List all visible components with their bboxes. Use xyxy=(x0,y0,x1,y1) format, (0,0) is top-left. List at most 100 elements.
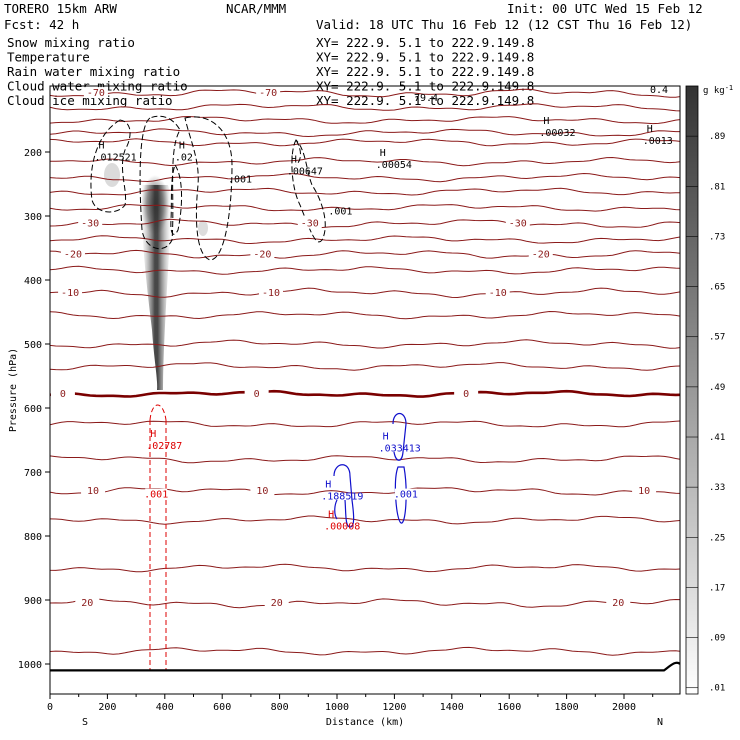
x-tick-label: 1800 xyxy=(555,702,579,713)
snow-column xyxy=(141,185,171,390)
cloud-water-contour xyxy=(394,466,407,524)
plot-frame xyxy=(49,85,681,695)
isotherm-line xyxy=(50,138,680,147)
snow-patch-right xyxy=(198,220,208,236)
snow-ice-contour xyxy=(291,139,326,243)
isotherm-label-bg xyxy=(485,286,510,298)
colorbar-tick-label: .89 xyxy=(709,132,725,142)
y-tick-label: 800 xyxy=(24,532,42,543)
x-tick-label: 2000 xyxy=(612,702,636,713)
contour-labels: -70 -70 -30 -30 -30 -20 -20 -20 -10 -10 -10 0 0 0 10 10… xyxy=(50,85,673,609)
colorbar-tick-label: .49 xyxy=(709,383,725,393)
snow-patch-left xyxy=(104,163,120,187)
field-legend-xy: XY= 222.9. 5.1 to 222.9.149.8 xyxy=(316,35,534,50)
field-legend-xy: XY= 222.9. 5.1 to 222.9.149.8 xyxy=(316,50,534,65)
high-value: .0013 xyxy=(643,136,673,147)
high-value: .00647 xyxy=(287,166,323,177)
isotherm-line xyxy=(50,204,680,212)
isotherm-line xyxy=(50,115,680,125)
terrain xyxy=(50,661,680,694)
colorbar-unit: g kg-1 xyxy=(703,84,733,96)
isotherm-line xyxy=(50,103,680,112)
field-legend-xy: XY= 222.9. 5.1 to 222.9.149.8 xyxy=(316,64,534,79)
forecast-hour: Fcst: 42 h xyxy=(4,17,79,32)
y-tick-label: 900 xyxy=(24,596,42,607)
high-value: .012521 xyxy=(95,152,137,163)
high-marker: H xyxy=(647,124,653,135)
isotherm-label-bg xyxy=(244,387,269,399)
field-legend-label: Rain water mixing ratio xyxy=(7,64,180,79)
snow-ice-contour xyxy=(90,119,131,213)
isotherm-label-bg xyxy=(250,248,275,260)
isotherm-line xyxy=(50,646,680,656)
isotherm-line xyxy=(50,455,680,464)
high-marker: H xyxy=(543,116,549,127)
colorbar-tick-label: .01 xyxy=(709,684,725,694)
x-tick-label: 1600 xyxy=(497,702,521,713)
isotherm-line xyxy=(50,362,680,371)
high-value: .00008 xyxy=(324,522,360,533)
x-tick-label: 200 xyxy=(98,702,116,713)
axes: 0 200 400 600 800 1000 1200 1400 1600 1800 2000200… xyxy=(18,148,654,713)
x-tick-label: 400 xyxy=(156,702,174,713)
isotherm-line xyxy=(50,187,680,196)
y-tick-label: 500 xyxy=(24,340,42,351)
isotherm-line xyxy=(50,420,680,428)
isotherm-label: 20 xyxy=(612,598,624,609)
high-value: .033413 xyxy=(379,444,421,455)
overlap-label: 79.4 xyxy=(414,93,438,104)
snow-ice-contour xyxy=(295,139,301,166)
isotherm-label: 0 xyxy=(463,389,469,400)
terrain-fill xyxy=(50,662,680,694)
isotherm-label: 20 xyxy=(271,598,283,609)
org-label: NCAR/MMM xyxy=(226,1,286,16)
field-legend-label: Cloud ice mixing ratio xyxy=(7,93,173,108)
isotherm-label-bg xyxy=(528,248,553,260)
high-value: .188519 xyxy=(321,492,363,503)
cloud-water-contour xyxy=(333,464,355,528)
isotherm-line xyxy=(50,563,680,573)
high-value: .02 xyxy=(175,152,193,163)
cloud-water-contour xyxy=(392,412,407,461)
x-tick-label: 1200 xyxy=(382,702,406,713)
high-value: .02787 xyxy=(146,441,182,452)
x-tick-label: 0 xyxy=(47,702,53,713)
isotherm-label: -10 xyxy=(61,288,79,299)
y-tick-label: 600 xyxy=(24,404,42,415)
isotherm-label-bg xyxy=(297,217,322,229)
isotherm-line xyxy=(50,88,680,98)
isotherm-label: -20 xyxy=(253,249,271,260)
x-tick-label: 1400 xyxy=(440,702,464,713)
isotherm-label: -10 xyxy=(262,288,280,299)
y-axis-title: Pressure (hPa) xyxy=(8,348,19,432)
colorbar-tick-label: .41 xyxy=(709,433,725,443)
isotherm-line xyxy=(50,598,680,609)
hydrometeor-contours xyxy=(90,115,407,671)
x-tick-label: 1000 xyxy=(325,702,349,713)
snow-ice-contour xyxy=(184,116,233,261)
isotherm-label-bg xyxy=(75,597,100,609)
field-legend-xy: XY= 222.9. 5.1 to 222.9.149.8 xyxy=(316,93,534,108)
colorbar-tick-label: .65 xyxy=(709,283,725,293)
x-axis-title: Distance (km) xyxy=(326,717,404,728)
valid-time: Valid: 18 UTC Thu 16 Feb 12 (12 CST Thu … xyxy=(316,17,692,32)
y-tick-label: 300 xyxy=(24,212,42,223)
field-legend-label: Snow mixing ratio xyxy=(7,35,135,50)
isotherm-line xyxy=(50,339,680,349)
contour-label: .001 xyxy=(144,490,168,501)
isotherm-label-bg xyxy=(632,485,657,497)
isotherm-label: 10 xyxy=(638,486,650,497)
isotherm-line xyxy=(50,249,680,259)
isotherm-label: -70 xyxy=(259,88,277,99)
isotherm-label: 0 xyxy=(254,389,260,400)
isotherm-label: -70 xyxy=(87,88,105,99)
isotherm-label-bg xyxy=(50,387,75,399)
isotherm-line xyxy=(50,156,680,167)
y-tick-label: 700 xyxy=(24,468,42,479)
north-label: N xyxy=(657,717,663,728)
high-marker: H xyxy=(383,432,389,443)
field-legend-label: Temperature xyxy=(7,50,90,65)
isotherm-label-bg xyxy=(78,217,103,229)
isotherm-label-bg xyxy=(250,485,275,497)
